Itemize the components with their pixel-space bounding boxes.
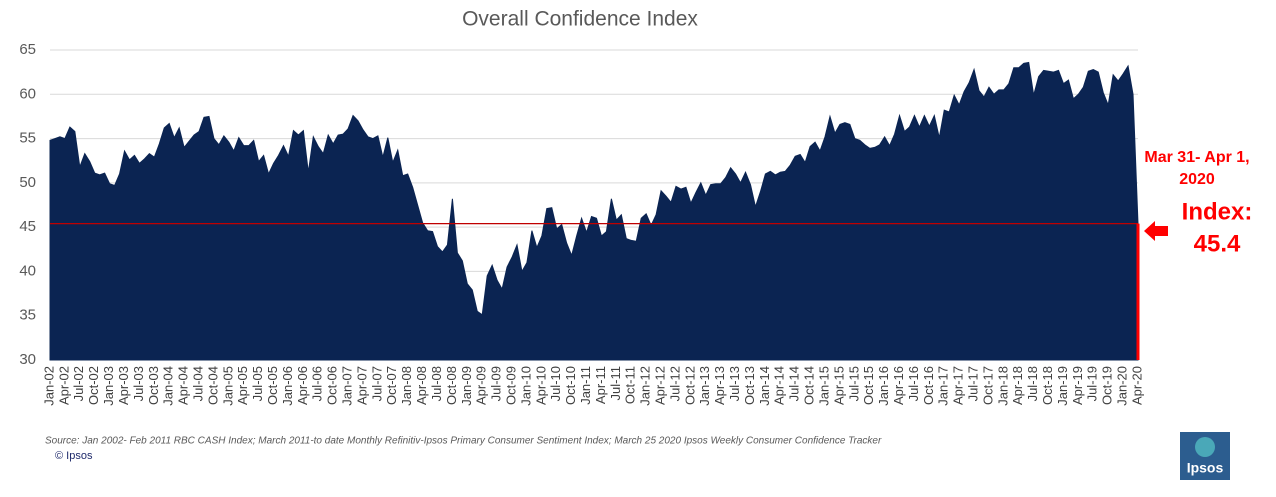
x-tick-label: Jul-13 (727, 366, 742, 401)
x-tick-label: Apr-15 (831, 366, 846, 405)
x-tick-label: Oct-11 (623, 366, 638, 404)
x-tick-label: Jul-11 (608, 366, 623, 400)
x-tick-label: Jul-09 (489, 366, 504, 401)
x-tick-label: Jul-12 (667, 366, 682, 401)
x-tick-label: Jan-17 (936, 366, 951, 406)
y-tick-label: 60 (19, 85, 36, 102)
annotation-date: 2020 (1179, 171, 1215, 188)
arrow (1144, 221, 1168, 241)
y-tick-label: 50 (19, 174, 36, 191)
x-tick-label: Oct-07 (384, 366, 399, 405)
x-tick-label: Oct-17 (980, 366, 995, 405)
x-tick-label: Jan-05 (220, 366, 235, 406)
x-tick-label: Apr-18 (1010, 366, 1025, 405)
x-tick-label: Apr-02 (56, 366, 71, 405)
x-tick-label: Jul-06 (310, 366, 325, 401)
y-tick-label: 45 (19, 218, 36, 235)
x-tick-label: Apr-08 (414, 366, 429, 405)
x-tick-label: Oct-09 (503, 366, 518, 405)
x-tick-label: Apr-04 (176, 366, 191, 405)
x-tick-label: Jan-16 (876, 366, 891, 406)
x-tick-label: Jan-07 (340, 366, 355, 406)
x-tick-label: Jul-10 (548, 366, 563, 401)
x-tick-label: Oct-08 (444, 366, 459, 405)
annotation-value: 45.4 (1194, 230, 1241, 257)
x-tick-label: Apr-16 (891, 366, 906, 405)
x-tick-label: Apr-20 (1129, 366, 1144, 405)
x-tick-label: Oct-05 (265, 366, 280, 405)
x-tick-label: Apr-13 (712, 366, 727, 405)
x-tick-label: Apr-11 (593, 366, 608, 404)
source-note: Source: Jan 2002- Feb 2011 RBC CASH Inde… (45, 436, 882, 447)
x-tick-label: Apr-06 (295, 366, 310, 405)
x-tick-label: Jul-16 (906, 366, 921, 401)
x-tick-label: Jan-12 (638, 366, 653, 406)
x-tick-label: Jul-03 (131, 366, 146, 401)
x-tick-label: Apr-10 (533, 366, 548, 405)
y-tick-label: 30 (19, 351, 36, 368)
x-tick-label: Apr-19 (1070, 366, 1085, 405)
x-tick-label: Jul-15 (846, 366, 861, 401)
x-tick-label: Jul-14 (787, 366, 802, 401)
x-tick-label: Jul-08 (429, 366, 444, 401)
x-tick-label: Jan-15 (816, 366, 831, 406)
x-tick-label: Jul-18 (1025, 366, 1040, 401)
x-tick-label: Oct-04 (205, 366, 220, 405)
x-tick-label: Apr-17 (951, 366, 966, 405)
area (49, 61, 1139, 361)
x-tick-label: Oct-16 (921, 366, 936, 405)
x-tick-label: Jan-14 (757, 366, 772, 406)
x-tick-label: Jan-20 (1115, 366, 1130, 406)
x-tick-label: Apr-12 (653, 366, 668, 405)
x-tick-label: Jan-08 (399, 366, 414, 406)
x-tick-label: Jan-02 (41, 366, 56, 406)
x-tick-label: Jul-19 (1085, 366, 1100, 401)
logo-icon (1195, 437, 1215, 457)
y-tick-label: 55 (19, 130, 36, 147)
logo-text: Ipsos (1187, 460, 1224, 476)
x-tick-label: Jan-03 (101, 366, 116, 406)
x-tick-label: Jan-09 (459, 366, 474, 406)
x-tick-label: Jan-18 (995, 366, 1010, 406)
y-tick-label: 40 (19, 262, 36, 279)
x-tick-label: Jan-19 (1055, 366, 1070, 406)
x-tick-label: Oct-13 (742, 366, 757, 405)
x-tick-label: Oct-06 (325, 366, 340, 405)
x-tick-label: Jul-07 (369, 366, 384, 401)
y-tick-label: 35 (19, 307, 36, 324)
y-tick-label: 65 (19, 41, 36, 58)
x-tick-label: Jan-13 (697, 366, 712, 406)
chart-title: Overall Confidence Index (462, 8, 698, 31)
x-tick-label: Jul-02 (71, 366, 86, 401)
x-tick-label: Jul-04 (190, 366, 205, 401)
x-tick-label: Apr-05 (235, 366, 250, 405)
x-tick-label: Oct-14 (802, 366, 817, 405)
x-tick-label: Oct-18 (1040, 366, 1055, 405)
x-tick-label: Oct-02 (86, 366, 101, 405)
x-tick-label: Jul-17 (965, 366, 980, 401)
x-tick-label: Jan-10 (518, 366, 533, 406)
x-tick-label: Apr-03 (116, 366, 131, 405)
annotation-label: Index: (1182, 198, 1253, 225)
x-tick-label: Oct-10 (563, 366, 578, 405)
x-tick-label: Oct-19 (1100, 366, 1115, 405)
x-tick-label: Oct-15 (861, 366, 876, 405)
x-tick-label: Jul-05 (250, 366, 265, 401)
annotation-date: Mar 31- Apr 1, (1144, 149, 1249, 166)
x-tick-label: Jan-11 (578, 366, 593, 405)
x-tick-label: Jan-04 (161, 366, 176, 406)
x-tick-label: Oct-12 (682, 366, 697, 405)
x-tick-label: Oct-03 (146, 366, 161, 405)
copyright: © Ipsos (55, 450, 93, 462)
x-tick-label: Apr-09 (474, 366, 489, 405)
x-tick-label: Apr-07 (354, 366, 369, 405)
x-tick-label: Apr-14 (772, 366, 787, 405)
x-tick-label: Jan-06 (280, 366, 295, 406)
